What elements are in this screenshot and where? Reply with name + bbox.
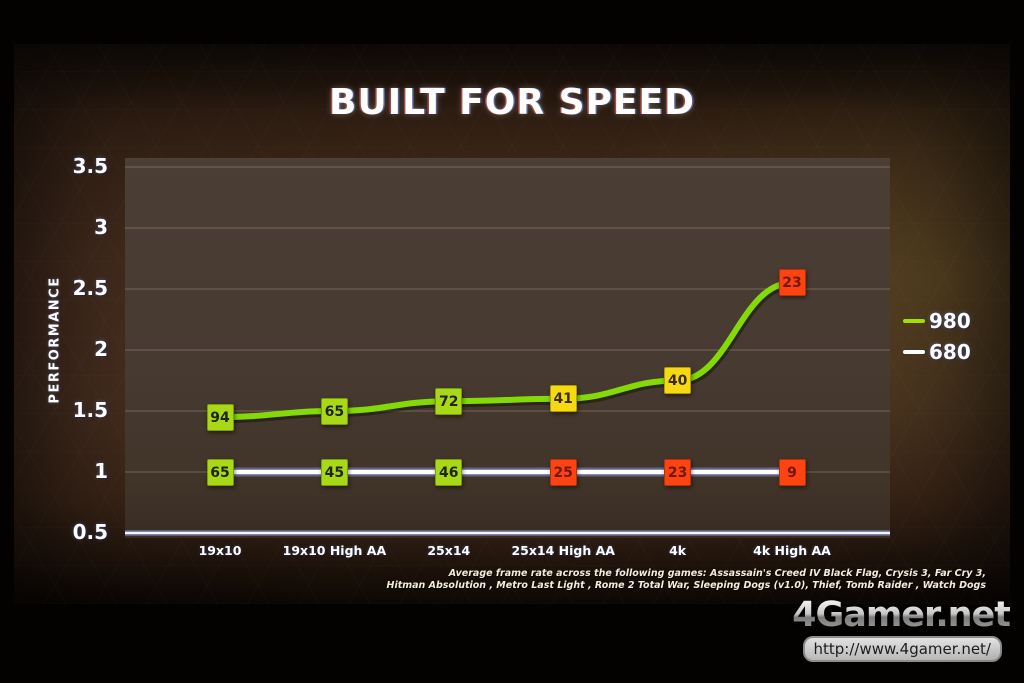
data-point-980-25x14-high-aa: 41 [549, 385, 577, 413]
legend-item-680: 680 [903, 340, 971, 364]
y-tick-label: 1 [94, 459, 108, 483]
x-tick-label: 19x10 High AA [282, 543, 387, 558]
legend-label-680: 680 [929, 340, 971, 364]
data-point-680-25x14-high-aa: 25 [549, 458, 577, 486]
watermark-brand-logo: 4Gamer.net [750, 598, 1011, 633]
y-tick-label: 0.5 [72, 520, 108, 544]
footnote-line-1: Average frame rate across the following … [448, 568, 986, 579]
y-tick-label: 3 [94, 215, 108, 239]
legend-item-980: 980 [903, 309, 971, 333]
y-tick-label: 1.5 [72, 398, 108, 422]
x-axis-tick-labels: 19x10 19x10 High AA 25x14 25x14 High AA 4k 4k… [125, 543, 890, 563]
x-tick-label: 25x14 High AA [511, 543, 615, 558]
data-point-680-4k-high-aa: 9 [778, 458, 806, 486]
slide-title: BUILT FOR SPEED [329, 82, 695, 123]
legend-swatch-680 [903, 350, 925, 354]
footnote: Average frame rate across the following … [226, 568, 987, 593]
legend-label-980: 980 [929, 309, 971, 333]
data-point-980-19x10-high-aa: 65 [320, 397, 348, 425]
data-point-980-19x10: 94 [206, 403, 234, 431]
y-tick-label: 2.5 [72, 276, 108, 300]
data-point-980-4k: 40 [664, 367, 692, 394]
data-point-680-25x14: 46 [435, 458, 463, 486]
x-tick-label: 19x10 [198, 543, 242, 558]
watermark: 4Gamer.net http://www.4gamer.net/ [750, 598, 1011, 662]
data-point-680-4k: 23 [664, 458, 692, 486]
chart-legend: 980 680 [903, 309, 971, 372]
chart-svg [125, 166, 890, 536]
x-tick-label: 4k [669, 543, 687, 558]
data-point-680-19x10-high-aa: 45 [320, 458, 348, 486]
data-point-980-4k-high-aa: 23 [778, 269, 806, 297]
legend-swatch-980 [903, 319, 925, 323]
watermark-url-badge: http://www.4gamer.net/ [802, 636, 1002, 662]
y-axis-tick-labels: 0.5 1 1.5 2 2.5 3 3.5 [0, 154, 108, 548]
data-point-980-25x14: 72 [435, 387, 463, 415]
data-point-680-19x10: 65 [206, 458, 234, 486]
x-tick-label: 4k High AA [753, 543, 831, 558]
y-tick-label: 2 [94, 337, 108, 361]
x-tick-label: 25x14 [427, 543, 471, 558]
y-tick-label: 3.5 [72, 154, 108, 178]
footnote-line-2: Hitman Absolution , Metro Last Light , R… [386, 580, 987, 592]
chart-plot-area: 94 65 72 41 40 23 65 45 46 25 23 9 [125, 158, 890, 538]
